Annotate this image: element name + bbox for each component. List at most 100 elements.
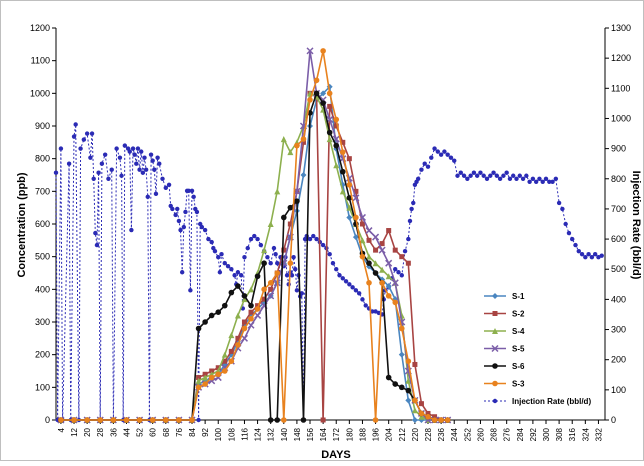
data-point xyxy=(202,381,208,387)
data-point xyxy=(99,161,105,166)
data-point xyxy=(96,170,101,175)
data-point xyxy=(346,182,353,188)
data-point xyxy=(252,233,257,239)
data-point xyxy=(189,417,195,423)
data-point xyxy=(137,167,142,172)
data-point xyxy=(399,273,404,278)
data-point xyxy=(347,282,352,287)
data-point xyxy=(579,251,585,257)
data-point xyxy=(287,260,294,267)
data-point xyxy=(241,296,248,303)
data-point xyxy=(563,221,568,227)
data-point xyxy=(294,142,300,149)
data-point xyxy=(409,206,414,212)
x-tick-label: 4 xyxy=(57,427,66,432)
data-point xyxy=(152,167,157,172)
data-point xyxy=(175,206,180,212)
data-point xyxy=(119,173,124,178)
legend-item: S-3 xyxy=(484,380,525,389)
data-point xyxy=(405,397,412,404)
x-tick-label: 92 xyxy=(201,427,210,436)
data-point xyxy=(320,100,326,106)
data-point xyxy=(235,283,241,289)
data-point xyxy=(360,297,365,302)
data-point xyxy=(188,288,193,293)
data-point xyxy=(339,168,346,175)
data-point xyxy=(379,280,385,286)
data-point xyxy=(386,228,392,234)
data-point xyxy=(274,417,281,423)
data-point xyxy=(570,236,575,242)
data-point xyxy=(143,167,149,172)
x-tick-label: 252 xyxy=(463,427,472,441)
data-point xyxy=(411,417,418,423)
data-point xyxy=(547,179,552,184)
y-right-tick-label: 400 xyxy=(611,294,626,304)
data-point xyxy=(326,90,333,97)
x-tick-label: 116 xyxy=(240,427,249,440)
x-tick-label: 44 xyxy=(122,427,131,436)
legend-label: S-3 xyxy=(512,380,525,389)
data-point xyxy=(372,417,379,423)
data-point xyxy=(514,176,519,181)
data-point xyxy=(225,264,231,269)
y-left-tick-label: 900 xyxy=(35,121,50,131)
data-point xyxy=(202,374,209,381)
data-point xyxy=(208,312,215,319)
x-tick-label: 156 xyxy=(306,427,315,441)
data-point xyxy=(163,185,168,191)
data-point xyxy=(391,279,399,287)
data-point xyxy=(392,381,399,387)
data-point xyxy=(352,194,360,202)
data-point xyxy=(281,247,287,253)
data-point xyxy=(372,233,380,241)
data-point xyxy=(363,303,368,308)
y-right-tick-label: 500 xyxy=(611,264,626,274)
x-tick-label: 132 xyxy=(267,427,276,441)
data-point xyxy=(405,260,411,266)
data-point xyxy=(245,245,250,251)
legend-label: S-2 xyxy=(512,310,525,319)
data-point xyxy=(215,309,222,316)
data-point xyxy=(58,146,64,151)
data-point xyxy=(241,325,248,332)
y-right-tick-label: 800 xyxy=(611,174,626,184)
data-point xyxy=(560,206,565,212)
data-point xyxy=(300,139,306,145)
data-point xyxy=(339,188,346,195)
x-tick-label: 20 xyxy=(83,427,92,436)
x-tick-label: 316 xyxy=(568,427,577,441)
legend-item: S-6 xyxy=(484,362,525,371)
legend-label: S-4 xyxy=(512,327,525,336)
data-point xyxy=(481,173,486,178)
data-point xyxy=(415,176,421,181)
x-tick-label: 60 xyxy=(149,427,158,436)
data-point xyxy=(398,384,405,391)
data-point xyxy=(366,253,373,260)
data-point xyxy=(248,286,255,293)
data-point xyxy=(497,176,503,181)
data-point xyxy=(411,200,416,206)
data-point xyxy=(492,380,498,387)
data-point xyxy=(300,136,307,142)
data-point xyxy=(221,302,228,309)
data-point xyxy=(91,176,96,181)
axes: 0100200300400500600700800900100011001200… xyxy=(30,23,631,441)
data-point xyxy=(215,371,222,378)
data-point xyxy=(511,173,516,178)
data-point xyxy=(358,213,366,221)
data-point xyxy=(492,398,498,404)
data-point xyxy=(280,136,287,143)
data-point xyxy=(142,155,147,160)
data-point xyxy=(461,173,467,178)
data-point xyxy=(71,417,77,423)
data-point xyxy=(320,242,326,248)
data-point xyxy=(202,227,208,233)
x-tick-label: 108 xyxy=(227,427,236,441)
data-point xyxy=(241,293,248,299)
data-point xyxy=(229,267,234,272)
data-point xyxy=(206,236,211,242)
data-point xyxy=(346,204,353,211)
data-point xyxy=(378,246,386,254)
data-point xyxy=(140,170,146,175)
